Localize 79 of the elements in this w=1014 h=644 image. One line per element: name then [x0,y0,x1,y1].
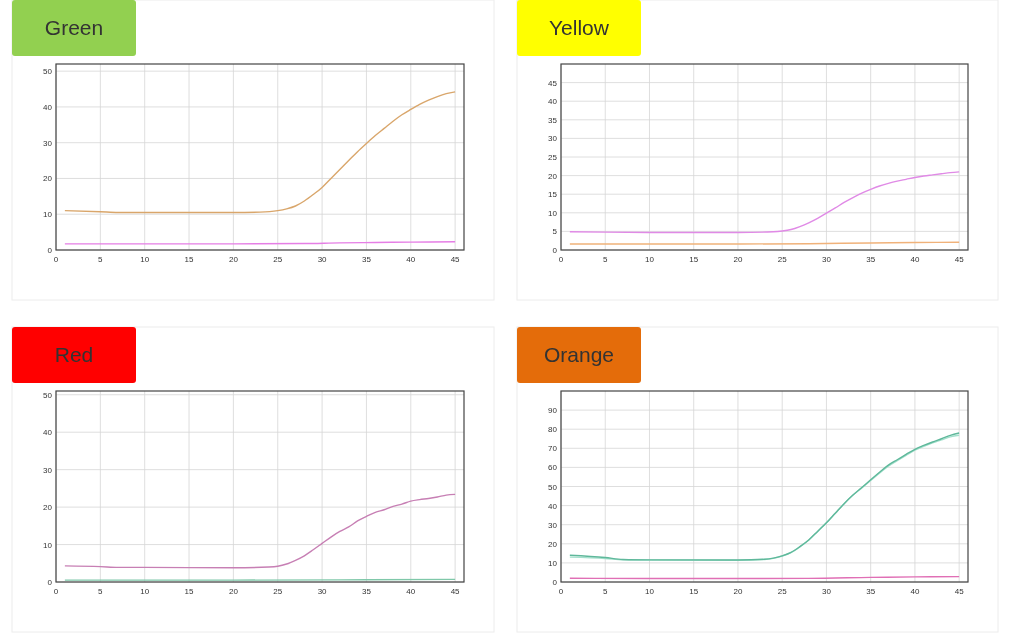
y-tick-label: 45 [548,78,558,88]
y-tick-label: 80 [548,425,558,435]
y-tick-label: 90 [548,406,558,416]
chart-title: Orange [543,343,615,366]
x-tick-label: 25 [777,255,788,264]
x-tick-label: 45 [450,255,461,264]
y-tick-label: 20 [43,174,53,184]
x-tick-label: 40 [406,255,416,264]
x-tick-label: 45 [954,255,965,264]
x-tick-label: 25 [777,587,788,596]
x-tick-label: 5 [603,587,609,596]
y-tick-label: 50 [43,67,53,77]
line-series [569,171,960,234]
x-tick-label: 20 [228,587,239,596]
x-tick-label: 10 [140,587,150,596]
x-tick-label: 20 [228,255,239,264]
x-tick-label: 0 [558,255,564,264]
x-tick-label: 30 [821,255,832,264]
y-tick-label: 0 [552,246,558,255]
x-tick-label: 0 [53,255,59,264]
y-tick-label: 20 [548,539,558,549]
x-tick-label: 0 [53,587,59,596]
x-tick-label: 20 [733,255,743,264]
line-series [64,493,456,569]
x-tick-label: 15 [689,587,699,596]
x-tick-label: 15 [184,255,195,264]
x-tick-label: 35 [361,255,372,264]
y-tick-label: 10 [548,208,558,218]
y-tick-label: 40 [548,501,558,511]
y-tick-label: 0 [47,246,53,255]
y-tick-label: 50 [43,390,53,400]
x-tick-label: 45 [954,587,965,596]
y-tick-label: 20 [43,503,53,513]
x-tick-label: 15 [689,255,699,264]
line-series [64,91,456,214]
y-tick-label: 30 [548,134,558,144]
x-tick-label: 45 [450,587,461,596]
x-tick-label: 15 [184,587,195,596]
x-tick-label: 35 [361,587,372,596]
y-tick-label: 40 [548,97,558,107]
x-tick-label: 40 [910,587,920,596]
chart-title: Red [54,343,94,366]
x-tick-label: 10 [140,255,150,264]
x-tick-label: 0 [558,587,564,596]
y-tick-label: 15 [548,190,558,200]
y-tick-label: 10 [43,210,53,220]
y-tick-label: 10 [548,558,558,568]
y-tick-label: 25 [548,153,558,162]
y-tick-label: 20 [548,171,558,181]
chart-title: Yellow [549,16,610,39]
x-tick-label: 30 [821,587,832,596]
y-tick-label: 0 [47,578,53,587]
y-tick-label: 0 [552,578,558,587]
y-tick-label: 30 [43,465,53,475]
x-tick-label: 5 [98,587,104,596]
y-tick-label: 60 [548,463,558,473]
x-tick-label: 35 [866,587,876,596]
y-tick-label: 40 [43,102,53,112]
x-tick-label: 20 [733,587,743,596]
y-tick-label: 30 [43,138,53,148]
x-tick-label: 30 [317,255,328,264]
x-tick-label: 40 [406,587,416,596]
y-tick-label: 30 [548,520,558,530]
x-tick-label: 5 [98,255,104,264]
x-tick-label: 25 [273,255,283,264]
x-tick-label: 5 [603,255,609,264]
x-tick-label: 10 [645,587,655,596]
y-tick-label: 50 [548,482,558,492]
x-tick-label: 25 [273,587,283,596]
x-tick-label: 30 [317,587,328,596]
x-tick-label: 35 [866,255,876,264]
x-tick-label: 10 [645,255,655,264]
y-tick-label: 10 [43,540,53,550]
x-tick-label: 40 [910,255,920,264]
y-tick-label: 35 [548,115,558,125]
y-tick-label: 40 [43,428,53,438]
y-tick-label: 70 [548,444,558,454]
chart-title: Green [44,16,104,39]
y-tick-label: 5 [552,227,558,237]
